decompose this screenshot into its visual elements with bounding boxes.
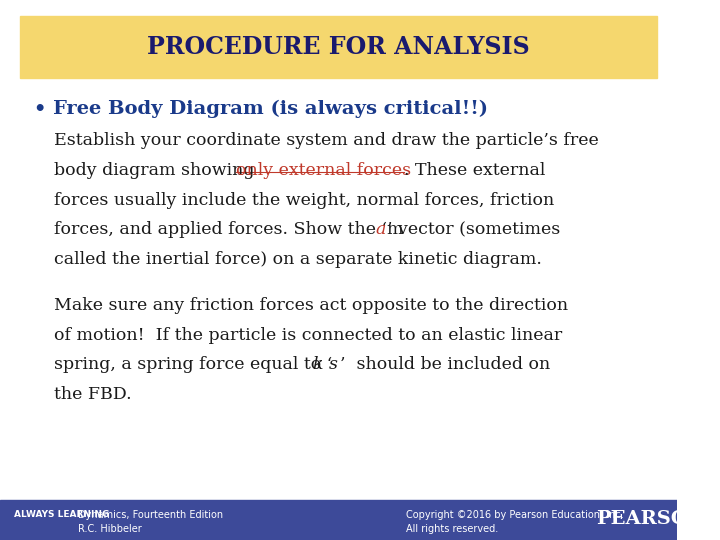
Text: Establish your coordinate system and draw the particle’s free: Establish your coordinate system and dra… <box>54 132 599 149</box>
Text: called the inertial force) on a separate kinetic diagram.: called the inertial force) on a separate… <box>54 251 542 268</box>
Text: spring, a spring force equal to ‘: spring, a spring force equal to ‘ <box>54 356 333 373</box>
Text: of motion!  If the particle is connected to an elastic linear: of motion! If the particle is connected … <box>54 327 562 343</box>
Text: forces usually include the weight, normal forces, friction: forces usually include the weight, norma… <box>54 192 554 208</box>
Text: a: a <box>375 221 385 238</box>
FancyBboxPatch shape <box>20 16 657 78</box>
FancyBboxPatch shape <box>0 500 678 540</box>
Text: the FBD.: the FBD. <box>54 386 132 403</box>
Text: ’  should be included on: ’ should be included on <box>340 356 550 373</box>
Text: All rights reserved.: All rights reserved. <box>406 524 498 534</box>
Text: forces, and applied forces. Show the ‘m: forces, and applied forces. Show the ‘m <box>54 221 404 238</box>
Text: PROCEDURE FOR ANALYSIS: PROCEDURE FOR ANALYSIS <box>148 35 530 59</box>
Text: R.C. Hibbeler: R.C. Hibbeler <box>78 524 142 534</box>
Text: PEARSON: PEARSON <box>596 510 706 529</box>
Text: body diagram showing: body diagram showing <box>54 162 260 179</box>
Text: Make sure any friction forces act opposite to the direction: Make sure any friction forces act opposi… <box>54 297 568 314</box>
Text: ’ vector (sometimes: ’ vector (sometimes <box>387 221 561 238</box>
Text: k s: k s <box>313 356 338 373</box>
Text: Dynamics, Fourteenth Edition: Dynamics, Fourteenth Edition <box>78 510 223 520</box>
Text: Copyright ©2016 by Pearson Education, Inc.: Copyright ©2016 by Pearson Education, In… <box>406 510 624 520</box>
Text: only external forces: only external forces <box>235 162 411 179</box>
Text: . These external: . These external <box>404 162 545 179</box>
Text: ALWAYS LEARNING: ALWAYS LEARNING <box>14 510 109 519</box>
Text: • Free Body Diagram (is always critical!!): • Free Body Diagram (is always critical!… <box>34 100 488 118</box>
